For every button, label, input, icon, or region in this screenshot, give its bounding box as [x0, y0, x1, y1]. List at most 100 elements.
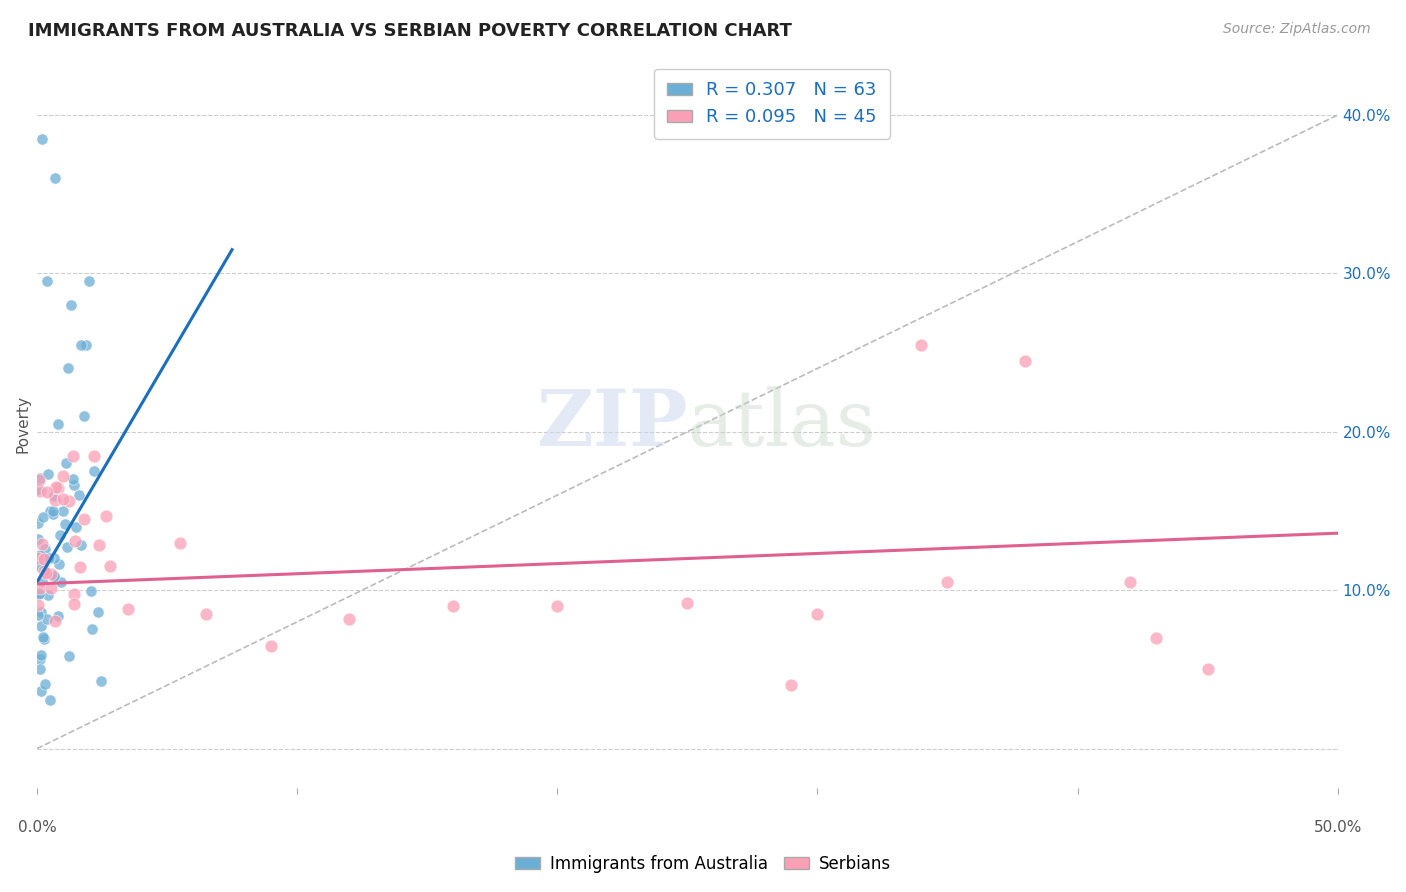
- Point: [1144, 631, 1167, 645]
- Point: [337, 612, 360, 626]
- Point: [44, 569, 66, 583]
- Point: [806, 607, 828, 621]
- Point: [30, 648, 52, 663]
- Point: [31, 537, 53, 551]
- Point: [169, 535, 191, 549]
- Point: [87, 605, 110, 619]
- Point: [546, 599, 568, 613]
- Point: [34, 541, 56, 556]
- Point: [28, 581, 51, 595]
- Point: [117, 602, 139, 616]
- Point: [58, 494, 80, 508]
- Point: [27, 599, 49, 613]
- Point: [37, 612, 59, 626]
- Point: [83, 449, 105, 463]
- Point: [52, 504, 75, 518]
- Text: 0.0%: 0.0%: [17, 820, 56, 835]
- Point: [69, 560, 91, 574]
- Point: [38, 551, 60, 566]
- Point: [65, 533, 87, 548]
- Point: [27, 516, 49, 530]
- Point: [62, 449, 84, 463]
- Point: [37, 588, 59, 602]
- Point: [936, 575, 959, 590]
- Point: [41, 567, 63, 582]
- Point: [780, 678, 803, 692]
- Point: [42, 507, 65, 521]
- Point: [48, 557, 70, 571]
- Point: [31, 132, 53, 146]
- Point: [37, 467, 59, 482]
- Legend: Immigrants from Australia, Serbians: Immigrants from Australia, Serbians: [508, 848, 898, 880]
- Point: [44, 614, 66, 628]
- Point: [30, 605, 52, 619]
- Point: [676, 596, 699, 610]
- Point: [56, 361, 79, 376]
- Point: [30, 683, 52, 698]
- Point: [910, 337, 932, 351]
- Point: [32, 630, 55, 644]
- Point: [27, 608, 49, 623]
- Text: ZIP: ZIP: [536, 386, 688, 462]
- Point: [42, 489, 65, 503]
- Point: [30, 619, 52, 633]
- Point: [28, 651, 51, 665]
- Point: [90, 673, 112, 688]
- Point: [35, 566, 58, 581]
- Point: [49, 528, 72, 542]
- Point: [46, 417, 69, 431]
- Point: [31, 574, 53, 588]
- Point: [73, 512, 96, 526]
- Point: [46, 609, 69, 624]
- Point: [44, 493, 66, 508]
- Point: [70, 337, 93, 351]
- Point: [98, 559, 121, 574]
- Point: [83, 464, 105, 478]
- Point: [80, 583, 103, 598]
- Point: [32, 560, 55, 574]
- Point: [42, 568, 65, 582]
- Point: [52, 468, 75, 483]
- Point: [62, 472, 84, 486]
- Y-axis label: Poverty: Poverty: [15, 395, 30, 453]
- Point: [41, 504, 63, 518]
- Point: [27, 483, 49, 497]
- Point: [67, 488, 90, 502]
- Point: [42, 551, 65, 566]
- Legend: R = 0.307   N = 63, R = 0.095   N = 45: R = 0.307 N = 63, R = 0.095 N = 45: [654, 69, 890, 139]
- Point: [80, 623, 103, 637]
- Point: [77, 274, 100, 288]
- Point: [94, 509, 117, 524]
- Point: [34, 677, 56, 691]
- Text: atlas: atlas: [688, 386, 876, 462]
- Point: [56, 540, 79, 554]
- Point: [44, 171, 66, 186]
- Point: [30, 548, 52, 562]
- Point: [59, 298, 82, 312]
- Point: [28, 471, 51, 485]
- Point: [39, 582, 62, 596]
- Point: [260, 639, 283, 653]
- Point: [58, 648, 80, 663]
- Text: 50.0%: 50.0%: [1313, 820, 1362, 835]
- Point: [30, 483, 52, 498]
- Text: Source: ZipAtlas.com: Source: ZipAtlas.com: [1223, 22, 1371, 37]
- Point: [69, 538, 91, 552]
- Point: [1014, 353, 1036, 368]
- Point: [34, 552, 56, 566]
- Point: [52, 491, 75, 506]
- Point: [195, 607, 218, 621]
- Point: [27, 532, 49, 546]
- Point: [32, 564, 55, 578]
- Point: [65, 520, 87, 534]
- Point: [28, 473, 51, 487]
- Point: [62, 478, 84, 492]
- Point: [53, 516, 76, 531]
- Point: [39, 504, 62, 518]
- Text: IMMIGRANTS FROM AUSTRALIA VS SERBIAN POVERTY CORRELATION CHART: IMMIGRANTS FROM AUSTRALIA VS SERBIAN POV…: [28, 22, 792, 40]
- Point: [48, 481, 70, 495]
- Point: [75, 337, 97, 351]
- Point: [1118, 575, 1140, 590]
- Point: [45, 480, 67, 494]
- Point: [37, 274, 59, 288]
